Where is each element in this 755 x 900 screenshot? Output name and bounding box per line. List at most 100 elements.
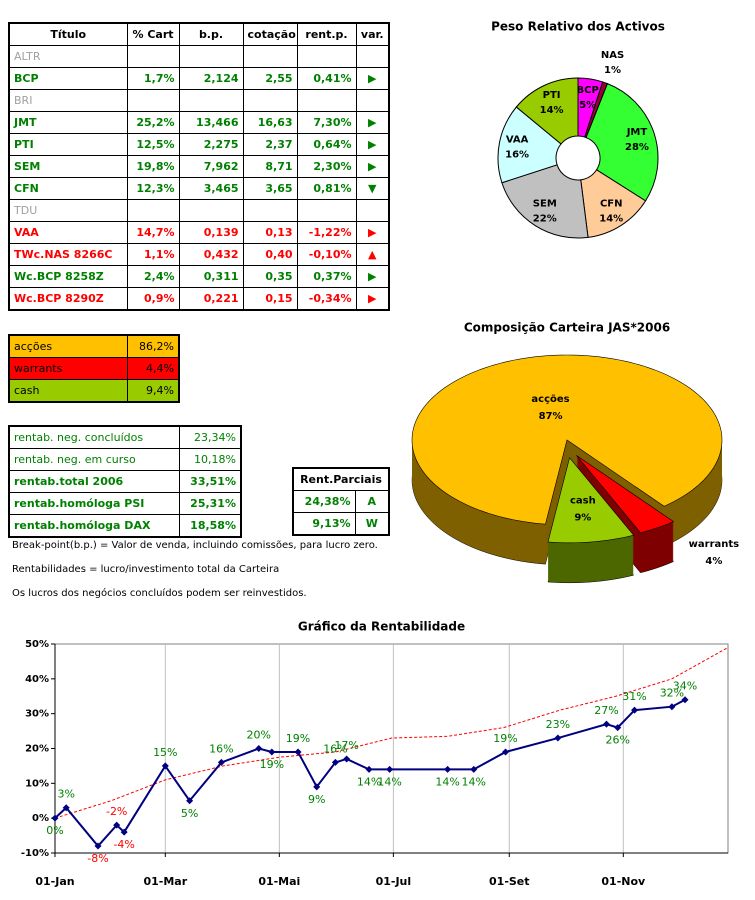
x-tick-label: 01-Jul [376, 875, 412, 888]
data-label: 14% [377, 775, 401, 788]
slice-value: 87% [539, 411, 563, 422]
data-label: 27% [594, 704, 618, 717]
data-label: 23% [546, 718, 570, 731]
marker [631, 706, 639, 714]
cell: 24,38% [292, 490, 356, 513]
marker [386, 765, 394, 773]
cell: 0,35 [242, 265, 298, 288]
slice [515, 77, 579, 145]
cell: 0,15 [242, 287, 298, 311]
chart-title: Peso Relativo dos Activos [491, 20, 665, 34]
header-row: Título% Cart b.p. cotação rent.p. var. [8, 22, 390, 46]
marker [120, 828, 128, 836]
slice [497, 106, 562, 184]
holding-row: BCP 1,7% 2,124 2,55 0,41% ▶ [8, 67, 390, 90]
marker [161, 762, 169, 770]
chart-title: Composição Carteira JAS*2006 [464, 321, 670, 335]
cell: rentab.homóloga PSI [8, 492, 180, 515]
cell: 7,962 [178, 155, 244, 178]
y-tick-label: 30% [25, 709, 49, 720]
cell: 25,31% [178, 492, 242, 515]
cell: 16,63 [242, 111, 298, 134]
returns-table: rentab. neg. concluídos 23,34% rentab. neg… [8, 425, 242, 538]
holding-row: Wc.BCP 8258Z 2,4% 0,311 0,35 0,37% ▶ [8, 265, 390, 288]
cell: 4,4% [126, 357, 180, 380]
cell: ▶ [355, 265, 390, 288]
marker [502, 748, 510, 756]
slice-value: 4% [705, 556, 722, 567]
data-label: 26% [605, 734, 629, 747]
cell: 9,4% [126, 379, 180, 403]
partial-row: 24,38% A [292, 490, 390, 513]
holdings-table: Título% Cart b.p. cotação rent.p. var. ALTR BC… [8, 22, 390, 311]
cell: 0,40 [242, 243, 298, 266]
returns-row: rentab. neg. concluídos 23,34% [8, 425, 242, 449]
data-label: 32% [660, 687, 684, 700]
y-tick-label: -10% [21, 848, 49, 859]
allocation-table: acções 86,2% warrants 4,4% cash 9,4% [8, 334, 180, 403]
data-label: 17% [334, 739, 358, 752]
slice-value: 22% [533, 213, 557, 224]
slice-label: cash [570, 495, 596, 506]
returns-row: rentab.homóloga DAX 18,58% [8, 514, 242, 538]
marker [470, 765, 478, 773]
slice-label: VAA [506, 134, 529, 145]
holding-row: PTI 12,5% 2,275 2,37 0,64% ▶ [8, 133, 390, 156]
slice-label: SEM [533, 198, 557, 209]
slice-value: 9% [574, 512, 591, 523]
y-tick-label: 20% [25, 744, 49, 755]
cell: VAA [8, 221, 128, 244]
marker [255, 745, 263, 752]
slice-label: warrants [689, 539, 739, 550]
allocation-row: warrants 4,4% [8, 357, 180, 380]
slice-label: NAS [601, 50, 624, 61]
cell: 7,30% [296, 111, 357, 134]
header-cell: % Cart [126, 22, 180, 46]
marker [94, 842, 102, 850]
cell: -1,22% [296, 221, 357, 244]
cell: 12,3% [126, 177, 180, 200]
slice-label: PTI [543, 90, 561, 101]
x-tick-label: 01-Jan [35, 875, 74, 888]
data-label: 20% [247, 729, 271, 742]
cell: rentab.total 2006 [8, 470, 180, 493]
slice [547, 457, 635, 544]
cell: 2,275 [178, 133, 244, 156]
allocation-row: acções 86,2% [8, 334, 180, 358]
cell: W [354, 512, 390, 536]
data-label: 19% [493, 732, 517, 745]
x-tick-label: 01-Mai [258, 875, 300, 888]
data-label: 16% [209, 742, 233, 755]
data-label: 19% [286, 732, 310, 745]
cell: acções [8, 334, 128, 358]
data-label: 0% [46, 824, 63, 837]
x-tick-label: 01-Mar [143, 875, 187, 888]
cell: 0,139 [178, 221, 244, 244]
series-line [54, 647, 729, 819]
cell: 0,37% [296, 265, 357, 288]
slice-label: BCP [577, 85, 599, 96]
cell: warrants [8, 357, 128, 380]
note: Os lucros dos negócios concluídos podem … [12, 588, 307, 599]
cell: 9,13% [292, 512, 356, 536]
slice [576, 455, 675, 534]
cell: A [354, 490, 390, 513]
y-tick-label: 0% [32, 813, 49, 824]
allocation-row: cash 9,4% [8, 379, 180, 403]
marker [444, 765, 452, 773]
note: Rentabilidades = lucro/investimento tota… [12, 564, 280, 575]
marker [268, 748, 276, 756]
data-label: 15% [153, 746, 177, 759]
cell: 12,5% [126, 133, 180, 156]
cell: cash [8, 379, 128, 403]
cell: 18,58% [178, 514, 242, 538]
slice [580, 169, 647, 238]
marker [113, 821, 121, 829]
cell: Wc.BCP 8258Z [8, 265, 128, 288]
note: Break-point(b.p.) = Valor de venda, incl… [12, 540, 378, 551]
cell: Wc.BCP 8290Z [8, 287, 128, 311]
header-cell: rent.p. [296, 22, 357, 46]
marker [554, 734, 562, 742]
